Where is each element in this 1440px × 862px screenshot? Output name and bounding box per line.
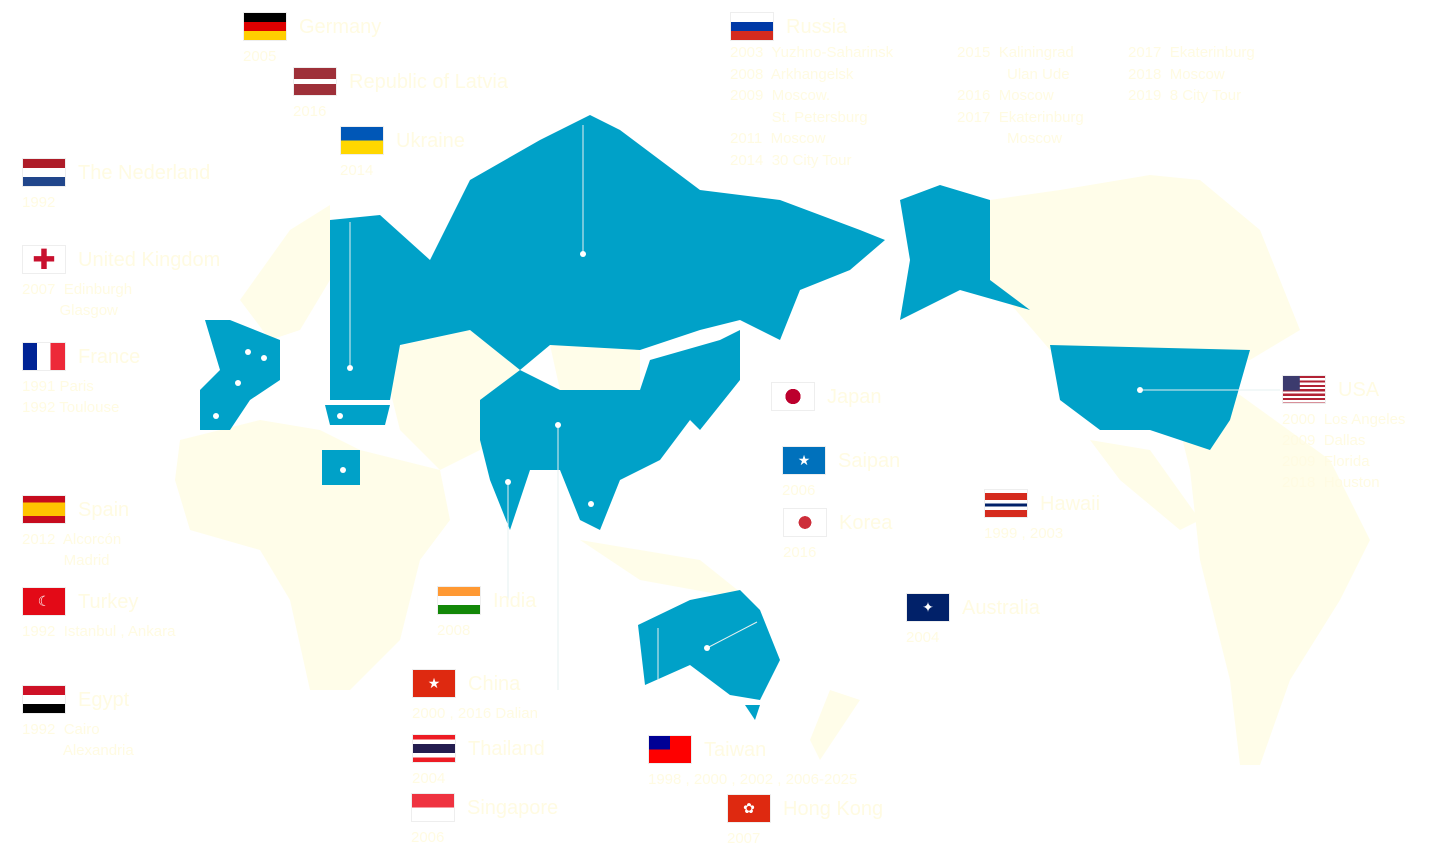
ukraine-flag-icon [340, 126, 384, 155]
country-name: France [78, 346, 141, 368]
country-name: The Nederland [78, 162, 211, 184]
country-name: India [493, 590, 537, 612]
visit-years: 2014 [340, 162, 374, 179]
country-name: Ukraine [396, 130, 465, 152]
visit-years: 2006 [411, 829, 445, 846]
visit-years: 2016 [783, 544, 817, 561]
country-name: Egypt [78, 689, 130, 711]
thailand-flag-icon [412, 734, 456, 763]
visit-years: 2004 [906, 629, 940, 646]
russia-column-2: 2015 Kaliningrad Ulan Ude 2016 Moscow 20… [957, 44, 1084, 147]
visit-years: 2000 Los Angeles 2009 Dallas 2009 Florid… [1282, 411, 1406, 491]
country-name: Taiwan [704, 739, 767, 761]
africa-land [175, 420, 450, 690]
tasmania-region [745, 705, 760, 720]
visit-years: 1991 Paris 1992 Toulouse [22, 378, 120, 416]
visited-countries [200, 115, 1250, 720]
visit-years: 1992 Cairo Alexandria [22, 721, 134, 759]
russia-flag-icon [730, 12, 774, 41]
visit-years: 2016 [293, 103, 327, 120]
visit-years: 2012 Alcorcón Madrid [22, 531, 122, 569]
unvisited-land [175, 175, 1370, 765]
visit-years: 1992 Istanbul , Ankara [22, 623, 176, 640]
singapore-flag-icon [411, 793, 455, 822]
russia-column-1: 2003 Yuzhno-Saharinsk 2008 Arkhangelsk 2… [730, 44, 894, 169]
country-name: Singapore [467, 797, 559, 819]
visit-years: 1999 , 2003 [984, 525, 1064, 542]
south-america-land [1170, 390, 1370, 765]
country-name: Australia [962, 597, 1040, 619]
egypt-region [322, 450, 360, 485]
latvia-flag-icon [293, 67, 337, 96]
new-zealand-land [810, 690, 860, 760]
egypt-flag-icon [22, 685, 66, 714]
central-america-land [1090, 440, 1200, 530]
russia-region [330, 115, 885, 400]
country-name: United Kingdom [78, 249, 221, 271]
visit-years: 1992 [22, 194, 56, 211]
country-name: Germany [299, 16, 382, 38]
country-name: Korea [839, 512, 893, 534]
turkey-flag-icon: ☾ [22, 587, 66, 616]
country-name: USA [1338, 379, 1380, 401]
japan-region [690, 330, 740, 430]
russia-column-3: 2017 Ekaterinburg 2018 Moscow 2019 8 Cit… [1128, 44, 1255, 104]
visit-years: 2008 [437, 622, 471, 639]
scandinavia-land [240, 205, 330, 340]
country-name: Thailand [468, 738, 545, 760]
country-name: Japan [827, 386, 882, 408]
visit-years: 2007 Edinburgh Glasgow [22, 281, 133, 319]
china-india-region [480, 340, 720, 530]
visit-years: 2004 [412, 770, 446, 787]
location-dots [213, 251, 1143, 651]
southeast-asia-islands [580, 540, 750, 600]
taiwan-flag-icon [648, 735, 692, 764]
india-flag-icon [437, 586, 481, 615]
hongkong-flag-icon: ✿ [727, 794, 771, 823]
hawaii-flag-icon [984, 489, 1028, 518]
japan-flag-icon [771, 382, 815, 411]
country-name: Turkey [78, 591, 139, 613]
usa-region [1050, 345, 1250, 450]
china-flag-icon: ★ [412, 669, 456, 698]
visit-years: 2007 [727, 830, 761, 847]
visit-years: 2000 , 2016 Dalian [412, 705, 538, 722]
country-name: Russia [786, 16, 848, 38]
western-europe-region [200, 320, 280, 430]
visit-years: 2006 [782, 482, 816, 499]
country-name: Hawaii [1040, 493, 1101, 515]
connector-lines [349, 125, 1280, 690]
netherland-flag-icon [22, 158, 66, 187]
north-america-land [990, 175, 1300, 360]
country-name: Spain [78, 499, 130, 521]
uk-flag-icon: ✚ [22, 245, 66, 274]
country-name: China [468, 673, 521, 695]
visit-years: 1998 , 2000 , 2002 , 2006-2025 [648, 771, 858, 788]
france-flag-icon [22, 342, 66, 371]
germany-flag-icon [243, 12, 287, 41]
mongolia-land [550, 345, 640, 390]
usa-flag-icon [1282, 375, 1326, 404]
turkey-region [325, 405, 390, 425]
spain-flag-icon [22, 495, 66, 524]
country-name: Hong Kong [783, 798, 884, 820]
korea-flag-icon [783, 508, 827, 537]
alaska-region [900, 185, 1030, 320]
country-name: Republic of Latvia [349, 71, 508, 93]
country-name: Saipan [838, 450, 901, 472]
australia-region [638, 590, 780, 700]
visit-years: 2005 [243, 48, 277, 65]
saipan-flag-icon: ★ [782, 446, 826, 475]
australia-flag-icon: ✦ [906, 593, 950, 622]
